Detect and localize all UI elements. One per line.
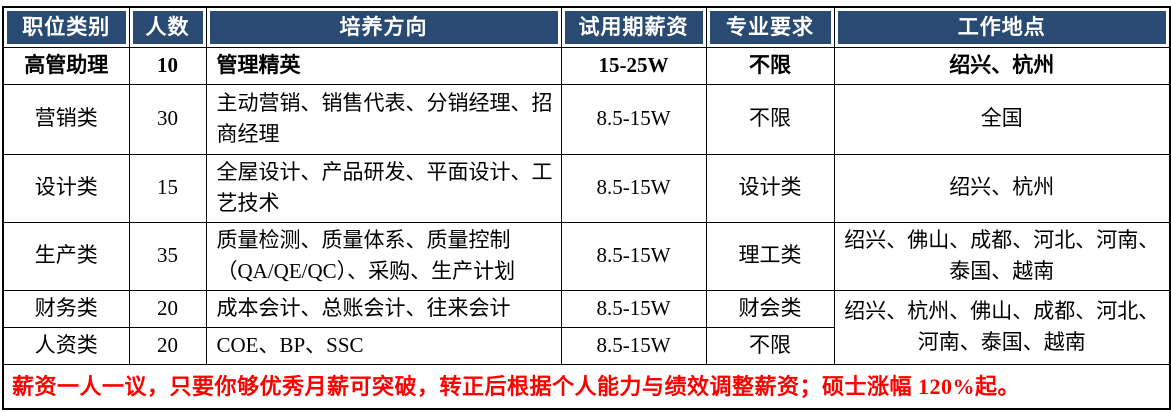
cell-salary: 8.5-15W [560, 289, 707, 328]
cell-category: 人资类 [2, 326, 130, 365]
cell-category: 设计类 [2, 153, 130, 223]
cell-direction: 成本会计、总账会计、往来会计 [205, 289, 562, 328]
cell-count: 30 [128, 83, 207, 155]
table-row-hr: 人资类 20 COE、BP、SSC 8.5-15W 不限 [2, 326, 1170, 365]
cell-major: 不限 [705, 83, 835, 155]
cell-count: 35 [128, 221, 207, 291]
cell-location: 绍兴、佛山、成都、河北、河南、泰国、越南 [833, 221, 1171, 291]
header-position-category: 职位类别 [2, 6, 130, 48]
salary-note-row: 薪资一人一议，只要你够优秀月薪可突破，转正后根据个人能力与绩效调整薪资；硕士涨幅… [2, 363, 1171, 410]
cell-major: 理工类 [705, 221, 835, 291]
cell-direction: 质量检测、质量体系、质量控制（QA/QE/QC）、采购、生产计划 [205, 221, 562, 291]
cell-major: 财会类 [705, 289, 835, 328]
cell-count: 20 [128, 289, 207, 328]
table-row-executive-assistant: 高管助理 10 管理精英 15-25W 不限 绍兴、杭州 [2, 46, 1171, 85]
cell-salary: 15-25W [560, 46, 707, 85]
cell-location: 全国 [833, 83, 1171, 155]
table-row-finance: 财务类 20 成本会计、总账会计、往来会计 8.5-15W 财会类 绍兴、杭州、… [2, 289, 1171, 365]
cell-count: 20 [128, 326, 207, 365]
cell-location: 绍兴、杭州 [833, 46, 1171, 85]
cell-direction: COE、BP、SSC [205, 326, 562, 365]
table-row-marketing: 营销类 30 主动营销、销售代表、分销经理、招商经理 8.5-15W 不限 全国 [2, 83, 1171, 155]
header-probation-salary: 试用期薪资 [560, 6, 707, 48]
table-row-production: 生产类 35 质量检测、质量体系、质量控制（QA/QE/QC）、采购、生产计划 … [2, 221, 1171, 291]
cell-count: 10 [128, 46, 207, 85]
header-work-location: 工作地点 [833, 6, 1171, 48]
cell-location-merged: 绍兴、杭州、佛山、成都、河北、河南、泰国、越南 [833, 289, 1171, 365]
cell-salary: 8.5-15W [560, 83, 707, 155]
header-major-requirement: 专业要求 [705, 6, 835, 48]
cell-category: 营销类 [2, 83, 130, 155]
salary-note: 薪资一人一议，只要你够优秀月薪可突破，转正后根据个人能力与绩效调整薪资；硕士涨幅… [2, 363, 1171, 410]
header-row: 职位类别 人数 培养方向 试用期薪资 专业要求 工作地点 [2, 6, 1171, 48]
cell-direction: 全屋设计、产品研发、平面设计、工艺技术 [205, 153, 562, 223]
cell-direction: 管理精英 [205, 46, 562, 85]
cell-major: 不限 [705, 46, 835, 85]
cell-major: 设计类 [705, 153, 835, 223]
cell-category: 高管助理 [2, 46, 130, 85]
cell-location: 绍兴、杭州 [833, 153, 1171, 223]
header-training-direction: 培养方向 [205, 6, 562, 48]
cell-salary: 8.5-15W [560, 326, 707, 365]
cell-count: 15 [128, 153, 207, 223]
cell-direction: 主动营销、销售代表、分销经理、招商经理 [205, 83, 562, 155]
cell-category: 生产类 [2, 221, 130, 291]
cell-salary: 8.5-15W [560, 221, 707, 291]
header-headcount: 人数 [128, 6, 207, 48]
cell-salary: 8.5-15W [560, 153, 707, 223]
table-row-design: 设计类 15 全屋设计、产品研发、平面设计、工艺技术 8.5-15W 设计类 绍… [2, 153, 1171, 223]
cell-category: 财务类 [2, 289, 130, 328]
recruitment-table: 职位类别 人数 培养方向 试用期薪资 专业要求 工作地点 高管助理 10 管理精… [2, 6, 1171, 410]
cell-major: 不限 [705, 326, 835, 365]
